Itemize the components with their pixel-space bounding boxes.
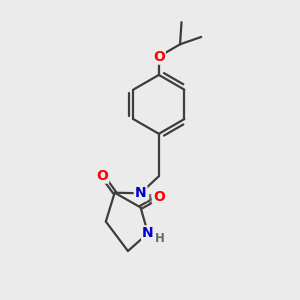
Text: H: H — [147, 193, 157, 206]
Text: N: N — [135, 186, 146, 200]
Text: O: O — [153, 50, 165, 64]
Text: N: N — [142, 226, 154, 240]
Text: H: H — [155, 232, 165, 245]
Text: O: O — [153, 190, 165, 204]
Text: O: O — [96, 169, 108, 183]
